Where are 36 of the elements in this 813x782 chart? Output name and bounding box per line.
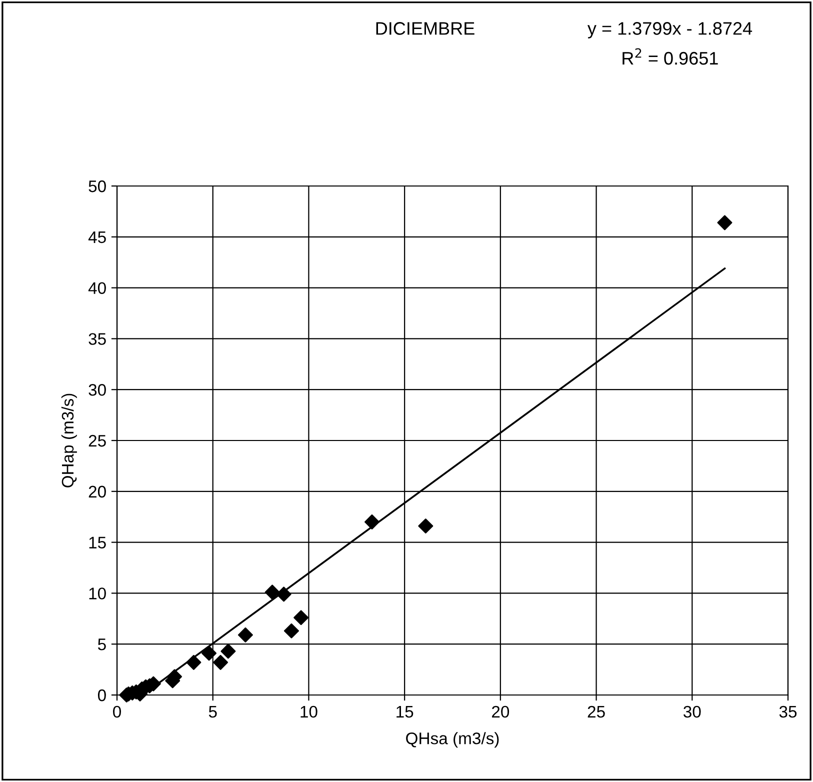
text: y = 1.3799x - 1.8724 (587, 22, 752, 38)
point (186, 654, 202, 670)
x-tick-label: 10 (300, 706, 318, 718)
point (284, 623, 299, 638)
x-tick-label: 25 (588, 706, 605, 718)
x-tick-label: 30 (684, 706, 701, 718)
x-tick-label: 5 (208, 706, 217, 718)
y-axis-title: QHap (m3/s) (61, 394, 77, 488)
point (238, 627, 253, 642)
chart-title: DICIEMBRE (376, 22, 474, 35)
point (418, 518, 434, 534)
x-tick-label: 35 (779, 706, 797, 718)
point (294, 610, 309, 626)
y-tick-label: 15 (89, 536, 106, 549)
point (364, 514, 380, 530)
y-tick-label: 50 (88, 180, 106, 192)
text: R$^{2}$ = 0.9651 (622, 48, 718, 65)
y-tick-label: 40 (88, 282, 106, 294)
point (264, 584, 280, 600)
y-tick-label: 20 (88, 486, 106, 498)
y-tick-label: 25 (88, 434, 106, 447)
point (717, 215, 732, 230)
y-tick-label: 30 (88, 384, 106, 396)
point (276, 586, 292, 602)
x-tick-label: 20 (492, 706, 510, 718)
point (202, 646, 217, 661)
y-tick-label: 5 (98, 638, 106, 650)
y-tick-label: 45 (88, 231, 106, 244)
point (220, 644, 236, 659)
x-tick-label: 15 (396, 706, 414, 718)
x-tick-label: 0 (113, 706, 121, 718)
y-tick-label: 35 (88, 333, 106, 345)
y-tick-label: 0 (98, 689, 106, 702)
x-axis-title: QHsa (m3/s) (406, 732, 499, 748)
point (213, 654, 228, 670)
y-tick-label: 10 (89, 588, 106, 600)
